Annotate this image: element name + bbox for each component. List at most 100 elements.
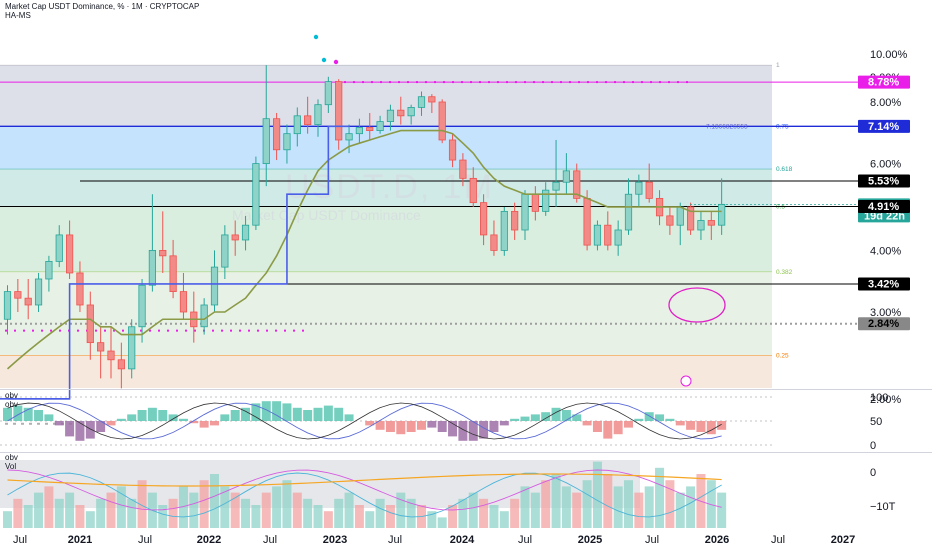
osc-bar — [23, 407, 33, 421]
osc-bar — [75, 421, 85, 441]
indicator-name: HA-MS — [5, 11, 31, 20]
time-tick-8: Jul — [518, 534, 532, 546]
dot-top — [497, 81, 499, 84]
osc-bar — [655, 414, 665, 421]
dot-bottom — [77, 329, 79, 332]
osc-bar — [323, 405, 333, 421]
osc-bar — [54, 421, 64, 426]
candle — [55, 234, 63, 262]
candle — [97, 342, 105, 352]
dot-bottom — [185, 329, 187, 332]
vol-bar — [334, 498, 344, 536]
osc-bar — [178, 418, 188, 421]
dot-bottom — [23, 329, 25, 332]
candle — [45, 260, 53, 280]
candle — [148, 250, 156, 286]
candle — [14, 291, 22, 299]
price-label-box-4 — [858, 200, 910, 214]
osc-bar — [3, 407, 12, 421]
dot-top — [587, 81, 589, 84]
marker-cyan-2 — [321, 57, 327, 63]
osc-bar — [717, 421, 727, 430]
dot-top — [560, 81, 562, 84]
vol-bar — [189, 492, 199, 536]
pane-divider-1 — [0, 389, 932, 390]
time-tick-1: 2021 — [68, 534, 92, 546]
dot-grey — [53, 422, 56, 425]
dot-top — [614, 81, 616, 84]
dot-top — [677, 81, 679, 84]
candle — [252, 163, 260, 226]
candle — [324, 81, 332, 106]
vol-bar — [479, 498, 489, 536]
vol-bar — [468, 492, 478, 536]
osc-line-a — [7, 402, 722, 440]
candle — [417, 96, 426, 108]
candle — [200, 304, 208, 328]
osc-bar — [448, 421, 458, 437]
dot-top — [371, 81, 373, 84]
vol-bar — [551, 474, 561, 536]
vol-bar — [448, 505, 458, 536]
osc-bar — [468, 421, 478, 441]
osc-bar — [634, 418, 644, 421]
osc-bar — [96, 421, 106, 432]
vol-bar — [634, 492, 644, 536]
dot-top — [398, 81, 400, 84]
dot-bottom — [194, 329, 196, 332]
fib-band-3 — [0, 206, 772, 272]
osc-line-b — [7, 402, 722, 440]
dot-bottom — [5, 329, 7, 332]
candle — [159, 250, 167, 257]
candle — [490, 234, 498, 251]
dot-top — [470, 81, 472, 84]
watermark-description: Market Cap USDT Dominance — [232, 207, 421, 223]
dot-bottom — [266, 329, 268, 332]
vol-bar — [385, 505, 395, 536]
candle — [407, 107, 415, 117]
vol-bar — [365, 511, 375, 536]
vol-bar — [230, 492, 240, 536]
vol-bar — [499, 511, 509, 536]
candle — [469, 177, 477, 204]
vol-bar — [313, 505, 323, 536]
time-tick-0: Jul — [13, 534, 27, 546]
dot-top — [515, 81, 517, 84]
price-label-box-2 — [858, 174, 910, 188]
vol-ma — [7, 473, 722, 487]
vol-bar — [489, 505, 499, 536]
dot-top — [434, 81, 436, 84]
candle — [128, 326, 136, 370]
candle — [718, 203, 726, 226]
candle — [479, 202, 488, 236]
horizontal-lines: 7.1366826553 — [0, 81, 860, 425]
osc-bar — [334, 407, 344, 421]
osc-bar — [65, 421, 75, 437]
vol-bar — [541, 480, 551, 536]
candle — [210, 266, 219, 306]
candle — [3, 291, 12, 320]
osc-bar — [34, 410, 44, 421]
vol-bar — [23, 505, 33, 536]
vol-bar — [85, 511, 95, 536]
candle — [34, 278, 43, 306]
candle — [635, 181, 643, 195]
candle — [366, 127, 374, 131]
candle — [231, 234, 239, 241]
candle — [107, 350, 115, 361]
time-tick-12: Jul — [771, 534, 785, 546]
dot-top — [542, 81, 544, 84]
vol-line-b — [7, 469, 722, 511]
vol-bar — [34, 492, 44, 536]
time-tick-4: Jul — [263, 534, 277, 546]
osc-bar — [479, 421, 489, 439]
osc-bar — [665, 418, 675, 421]
osc-bar — [251, 403, 261, 421]
candle — [500, 210, 508, 251]
pane-title-1: obv — [5, 400, 18, 409]
dot-top — [686, 81, 688, 84]
dot-bottom — [257, 329, 259, 332]
vol-bar — [417, 505, 426, 536]
osc-bar — [375, 421, 385, 430]
